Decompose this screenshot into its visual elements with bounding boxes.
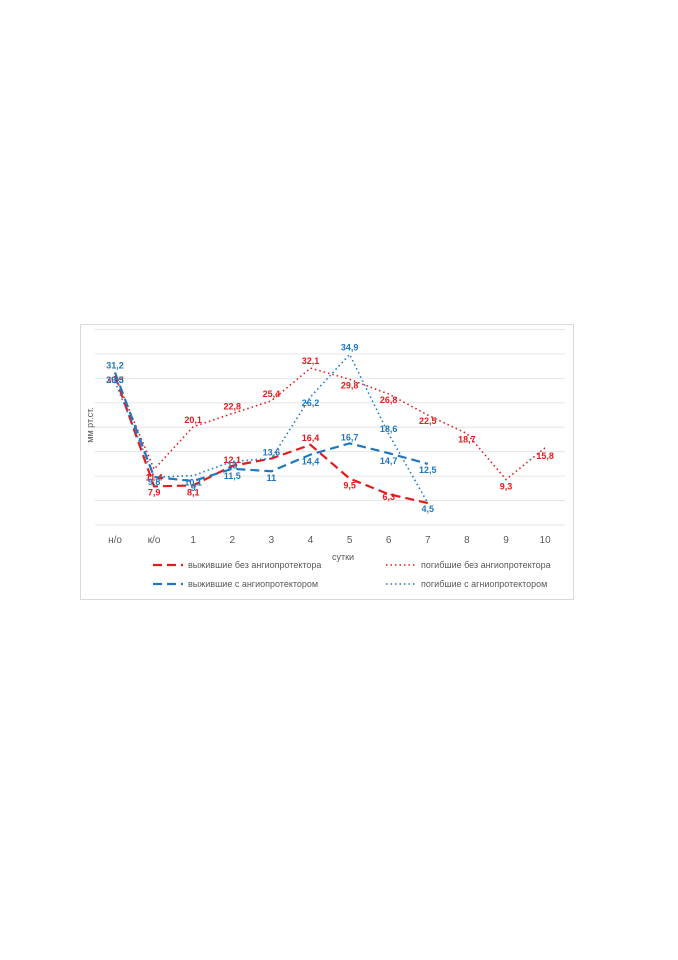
data-label: 16,4 (302, 433, 320, 443)
series-lines (113, 353, 546, 505)
data-label: 13,6 (263, 448, 281, 458)
x-tick-label: 2 (230, 535, 236, 546)
legend-label: выжившие с ангиопротектором (188, 579, 318, 589)
data-label: 11,5 (224, 471, 241, 481)
series-line-0 (113, 375, 429, 505)
legend-label: выжившие без ангиопротектора (188, 560, 321, 570)
x-tick-label: 5 (347, 535, 353, 546)
data-label: 16,7 (341, 432, 359, 442)
data-label: 22,8 (224, 402, 242, 412)
data-label: 8,1 (187, 487, 200, 497)
y-axis-title: мм рт.ст. (85, 407, 95, 442)
data-label: 31,2 (106, 361, 124, 371)
data-label: 18,6 (380, 424, 398, 434)
x-tick-label: 7 (425, 535, 431, 546)
data-label: 10,1 (184, 478, 202, 488)
data-label: 9 (191, 483, 196, 493)
data-label: 32,1 (302, 356, 320, 366)
x-tick-label: к/о (148, 535, 161, 546)
data-label: 7,9 (148, 487, 161, 497)
data-label: 15,8 (536, 451, 554, 461)
data-label: 9,3 (500, 482, 513, 492)
x-tick-labels: н/о к/о 1 2 3 4 5 6 7 8 9 10 (108, 535, 551, 546)
data-label: 22,5 (419, 416, 437, 426)
data-label: 9,8 (148, 477, 161, 487)
legend: выжившие без ангиопротектора погибшие без… (153, 560, 551, 589)
x-tick-label: 8 (464, 535, 470, 546)
data-label: 11 (267, 473, 277, 483)
x-tick-label: 4 (308, 535, 314, 546)
chart-frame: 30,5 7,9 8,1 12,1 16,4 9,5 6,3 11,4 20,1 22,8 25,4… (80, 324, 574, 600)
x-tick-label: 10 (540, 535, 552, 546)
data-label: 30,5 (106, 375, 124, 385)
data-label: 4,5 (422, 504, 435, 514)
x-tick-label: 3 (269, 535, 275, 546)
legend-label: погибшие без ангиопротектора (421, 560, 551, 570)
data-label: 20,1 (184, 415, 202, 425)
data-labels: 30,5 7,9 8,1 12,1 16,4 9,5 6,3 11,4 20,1 22,8 25,4… (106, 342, 554, 514)
legend-label: погибшие с агниопротектором (421, 579, 547, 589)
gridlines (95, 328, 565, 526)
data-label: 14,7 (380, 456, 398, 466)
data-label: 14,4 (302, 457, 320, 467)
data-label: 13 (227, 460, 237, 470)
x-tick-label: 6 (386, 535, 392, 546)
data-label: 29,8 (341, 380, 359, 390)
data-label: 6,3 (382, 492, 395, 502)
data-label: 12,1 (224, 455, 242, 465)
x-axis-title: сутки (332, 552, 354, 562)
series-line-2 (113, 372, 429, 483)
data-label: 12,5 (419, 465, 437, 475)
data-label: 26,8 (380, 395, 398, 405)
data-label: 18,7 (458, 435, 476, 445)
x-tick-label: 9 (503, 535, 509, 546)
data-label: 29,3 (106, 375, 124, 385)
data-label: 34,9 (341, 342, 359, 352)
x-tick-label: 1 (190, 535, 196, 546)
data-label: 25,4 (263, 389, 281, 399)
line-chart: 30,5 7,9 8,1 12,1 16,4 9,5 6,3 11,4 20,1 22,8 25,4… (85, 328, 565, 589)
data-label: 9,5 (343, 481, 356, 491)
x-tick-label: н/о (108, 535, 122, 546)
data-label: 11,4 (146, 472, 163, 482)
data-label: 26,2 (302, 398, 320, 408)
series-line-1 (114, 367, 546, 481)
